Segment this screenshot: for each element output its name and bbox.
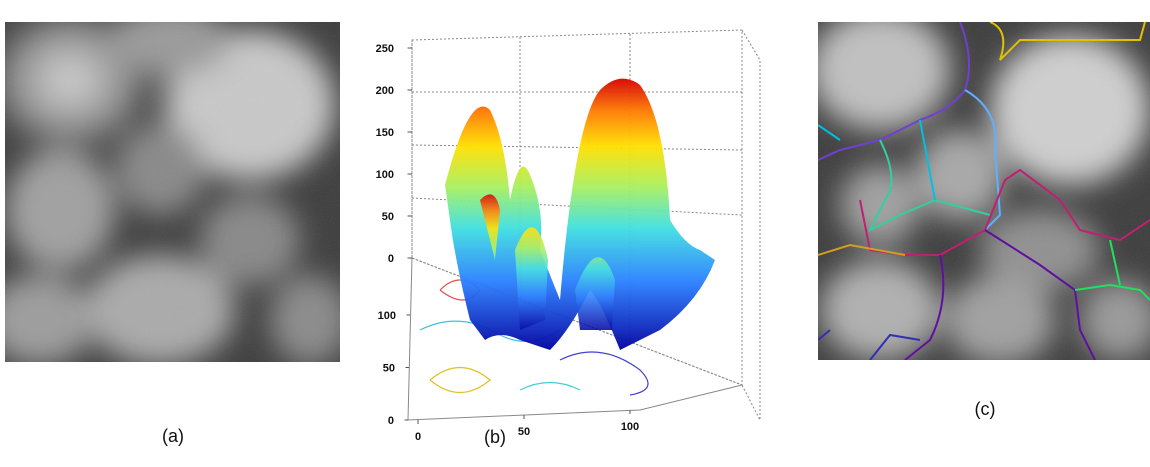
tick-label: 0 (388, 253, 394, 265)
tick-label: 150 (376, 127, 394, 139)
segmented-image (818, 22, 1150, 360)
tick-label: 0 (415, 431, 421, 443)
tick-label: 50 (518, 426, 530, 438)
panel-label: (c) (975, 399, 996, 419)
surface-plot (407, 29, 761, 421)
grayscale-image (5, 22, 340, 362)
tick-label: 100 (376, 169, 394, 181)
tick-label: 50 (382, 211, 394, 223)
tick-label: 100 (621, 421, 639, 433)
tick-label: 100 (378, 310, 396, 322)
panel-label: (a) (162, 426, 184, 446)
tick-label: 0 (388, 415, 394, 427)
panel-label: (b) (484, 427, 506, 447)
tick-label: 50 (383, 363, 395, 375)
tick-label: 200 (376, 85, 394, 97)
tick-label: 250 (376, 43, 394, 55)
